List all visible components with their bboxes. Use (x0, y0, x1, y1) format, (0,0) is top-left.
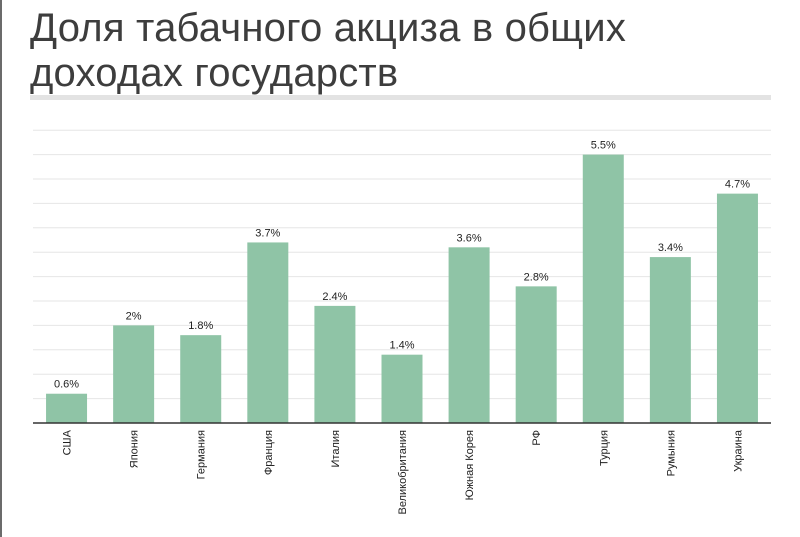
bar (314, 305, 356, 423)
data-label: 1.8% (188, 320, 213, 332)
category-tick-label: Украина (732, 429, 744, 472)
bar (515, 286, 557, 423)
gridlines (33, 129, 771, 400)
category-tick-label: США (62, 429, 74, 455)
data-label: 3.6% (457, 232, 482, 244)
category-tick-label: Германия (196, 430, 208, 479)
data-label: 5.5% (591, 140, 616, 152)
bar (448, 247, 490, 423)
category-tick-label: Турция (598, 430, 610, 466)
category-tick-label: Италия (330, 430, 342, 468)
bar (247, 242, 289, 423)
category-labels: США Япония Германия Франция Италия Великобрит… (62, 429, 745, 514)
bar (381, 354, 423, 423)
chart-title: Доля табачного акциза в общих доходах го… (30, 6, 627, 95)
bar (180, 335, 222, 423)
category-tick-label: Великобритания (397, 430, 409, 515)
category-tick-label: Япония (129, 430, 141, 468)
bar (649, 257, 691, 423)
data-label: 0.6% (54, 379, 79, 391)
category-tick-label: Франция (263, 430, 275, 475)
data-label: 3.7% (255, 227, 280, 239)
bars (46, 154, 758, 423)
category-tick-label: РФ (531, 430, 543, 446)
left-border (0, 0, 2, 537)
bar (716, 193, 758, 423)
data-label: 1.4% (389, 340, 414, 352)
category-tick-label: Румыния (665, 430, 677, 476)
data-label: 3.4% (658, 242, 683, 254)
bar (113, 325, 155, 423)
data-label: 2% (126, 310, 142, 322)
value-labels: 0.6% 2% 1.8% 3.7% 2.4% 1.4% 3.6% 2.8% 5.5% 3.4% 4.… (54, 140, 750, 391)
data-label: 4.7% (725, 179, 750, 191)
data-label: 2.8% (524, 271, 549, 283)
data-label: 2.4% (322, 291, 347, 303)
bar (46, 393, 88, 423)
bar (582, 154, 624, 423)
category-tick-label: Южная Корея (464, 430, 476, 500)
title-divider (30, 95, 771, 100)
